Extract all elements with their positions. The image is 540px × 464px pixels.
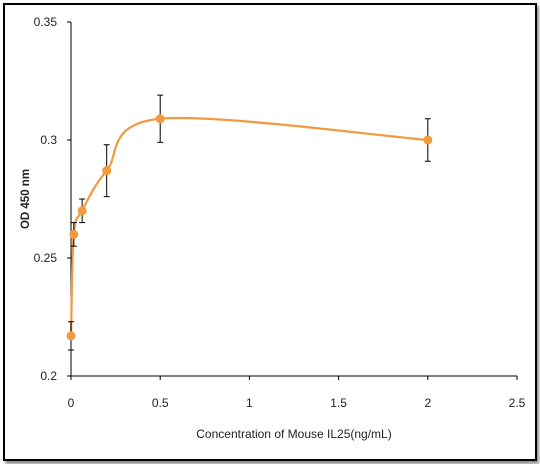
y-tick-label: 0.35: [34, 15, 58, 29]
axes: [70, 22, 517, 377]
x-tick-label: 0.5: [152, 396, 169, 410]
x-tick-label: 2: [424, 396, 431, 410]
x-tick-label: 1: [246, 396, 253, 410]
data-point: [77, 206, 87, 216]
y-tick-label: 0.25: [34, 251, 58, 265]
x-tick-label: 1.5: [330, 396, 347, 410]
y-tick-label: 0.2: [40, 369, 57, 383]
x-axis-label: Concentration of Mouse IL25(ng/mL): [196, 427, 391, 441]
data-point: [102, 166, 112, 176]
y-axis-label: OD 450 nm: [20, 169, 32, 229]
series-curve: [69, 116, 428, 336]
chart-frame: [3, 3, 537, 461]
x-tick-label: 0: [68, 396, 75, 410]
y-ticks: 0.2 0.25 0.3 0.35: [34, 15, 71, 383]
data-point: [155, 114, 165, 124]
data-point: [69, 229, 79, 239]
data-points: [66, 114, 433, 341]
x-ticks: 0 0.5 1 1.5 2 2.5: [68, 376, 526, 410]
data-point: [423, 135, 433, 145]
y-tick-label: 0.3: [40, 133, 57, 147]
x-tick-label: 2.5: [509, 396, 526, 410]
data-point: [66, 331, 76, 341]
